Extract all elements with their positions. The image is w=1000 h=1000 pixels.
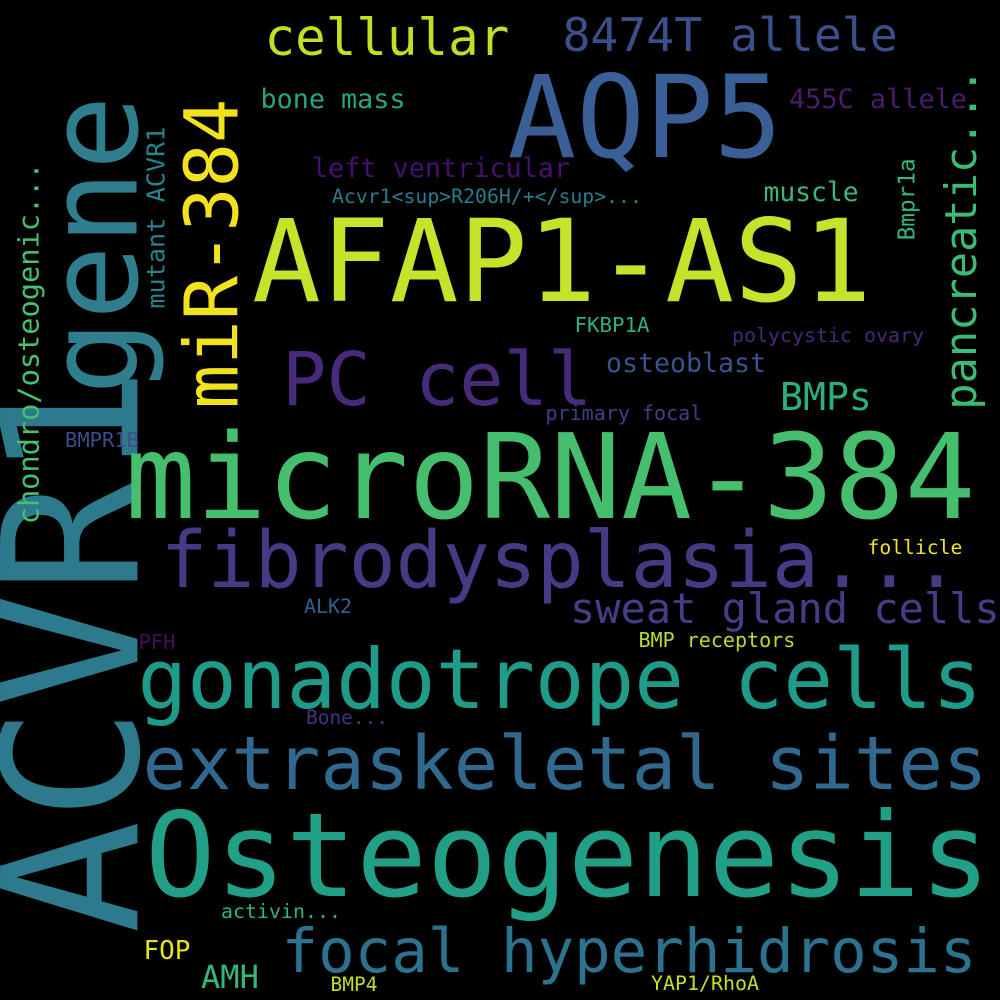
word-bmp-receptors: BMP receptors: [638, 628, 796, 652]
word-osteogenesis: Osteogenesis: [145, 786, 991, 924]
word-chondro-osteogenic: chondro/osteogenic...: [11, 161, 46, 524]
word-pancreatic: pancreatic...: [936, 67, 988, 410]
word-mutant-acvr1: mutant ACVR1: [141, 126, 171, 309]
word-osteoblast: osteoblast: [606, 347, 767, 379]
word-sweat-gland-cells: sweat gland cells: [570, 584, 1000, 633]
word-bmp4: BMP4: [330, 973, 378, 996]
word-gene: gene: [21, 95, 167, 396]
word-fop: FOP: [143, 936, 191, 966]
word-mir-384: miR-384: [170, 98, 256, 409]
word-455c-allele: 455C allele: [789, 83, 967, 115]
word-alk2: ALK2: [304, 595, 352, 618]
word-primary-focal: primary focal: [545, 401, 703, 425]
word-follicle: follicle: [867, 536, 963, 559]
word-bmpr1a: Bmpr1a: [894, 157, 921, 240]
word-pc-cell: PC cell: [282, 338, 593, 423]
word-polycystic-ovary: polycystic ovary: [732, 323, 925, 347]
word-gonadotrope-cells: gonadotrope cells: [137, 631, 983, 728]
word-focal-hyperhidrosis: focal hyperhidrosis: [281, 916, 977, 987]
word-yap1-rhoa: YAP1/RhoA: [651, 972, 759, 995]
word-acvr1-r206h: Acvr1<sup>R206H/+</sup>...: [332, 185, 642, 208]
word-bmpr1b: BMPR1B: [65, 427, 140, 452]
word-amh: AMH: [201, 958, 259, 996]
word-left-ventricular: left ventricular: [312, 152, 570, 184]
word-pfh: PFH: [138, 630, 176, 654]
word-aqp5: AQP5: [507, 51, 783, 184]
word-bone: Bone...: [306, 705, 389, 729]
word-muscle: muscle: [763, 178, 859, 208]
word-extraskeletal-sites: extraskeletal sites: [142, 721, 988, 807]
word-bone-mass: bone mass: [260, 83, 406, 115]
word-cellular: cellular: [264, 7, 510, 67]
word-8474t-allele: 8474T allele: [562, 8, 898, 62]
word-microrna-384: microRNA-384: [125, 409, 976, 546]
word-fibrodysplasia: fibrodysplasia...: [160, 515, 960, 606]
word-activin: activin...: [221, 900, 341, 923]
word-afap1-as1: AFAP1-AS1: [252, 195, 872, 328]
word-fkbp1a: FKBP1A: [574, 312, 650, 337]
word-bmps: BMPs: [780, 375, 872, 419]
